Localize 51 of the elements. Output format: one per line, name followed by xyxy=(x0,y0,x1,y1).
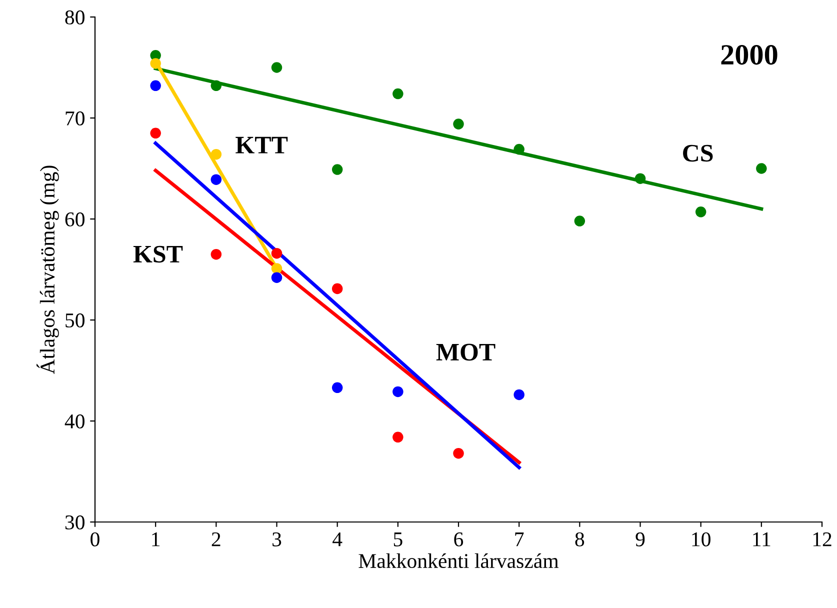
x-tick-label: 2 xyxy=(212,532,220,546)
annotation: 2000 xyxy=(721,45,778,65)
point xyxy=(332,382,343,394)
point xyxy=(514,144,524,155)
point xyxy=(392,432,404,443)
x-axis-title: Makkonkénti lárvaszám xyxy=(358,553,559,568)
point xyxy=(332,164,343,175)
point xyxy=(756,163,767,174)
x-tick-label: 1 xyxy=(152,532,160,546)
point xyxy=(271,272,282,283)
point xyxy=(271,263,282,274)
y-tick-label: 80 xyxy=(65,10,84,24)
point xyxy=(392,88,404,100)
point xyxy=(150,80,161,92)
x-tick-label: 0 xyxy=(90,532,100,546)
point xyxy=(392,386,404,398)
point xyxy=(453,118,464,130)
x-tick-label: 8 xyxy=(575,532,584,546)
x-tick-label: 3 xyxy=(272,532,282,546)
point xyxy=(210,248,222,260)
series-label: MOT xyxy=(436,344,496,361)
x-tick-label: 4 xyxy=(332,532,342,546)
y-tick-label: 30 xyxy=(65,515,84,530)
point xyxy=(210,80,222,92)
x-tick-label: 10 xyxy=(692,532,710,546)
y-tick-label: 50 xyxy=(66,313,84,328)
point xyxy=(695,206,706,218)
x-tick-label: 5 xyxy=(394,532,402,546)
y-tick-label: 60 xyxy=(65,212,84,226)
series-label: KST xyxy=(133,246,183,263)
point xyxy=(210,148,222,160)
point xyxy=(514,389,524,400)
point xyxy=(634,173,646,184)
series-label: CS xyxy=(683,144,713,162)
point xyxy=(210,174,222,185)
point xyxy=(271,248,282,259)
y-axis-title: Átlagos lárvatömeg (mg) xyxy=(36,166,59,374)
point xyxy=(150,58,161,69)
point xyxy=(271,62,282,73)
x-tick-label: 7 xyxy=(515,532,524,546)
x-tick-label: 9 xyxy=(636,532,645,546)
x-tick-label: 12 xyxy=(813,532,832,546)
point xyxy=(150,128,161,139)
x-tick-label: 11 xyxy=(753,532,770,546)
y-tick-label: 40 xyxy=(64,414,84,428)
x-tick-label: 6 xyxy=(454,532,464,546)
point xyxy=(574,216,586,226)
point xyxy=(453,448,464,459)
point xyxy=(332,283,343,294)
series-label: KTT xyxy=(236,136,288,154)
y-tick-label: 70 xyxy=(66,111,84,126)
